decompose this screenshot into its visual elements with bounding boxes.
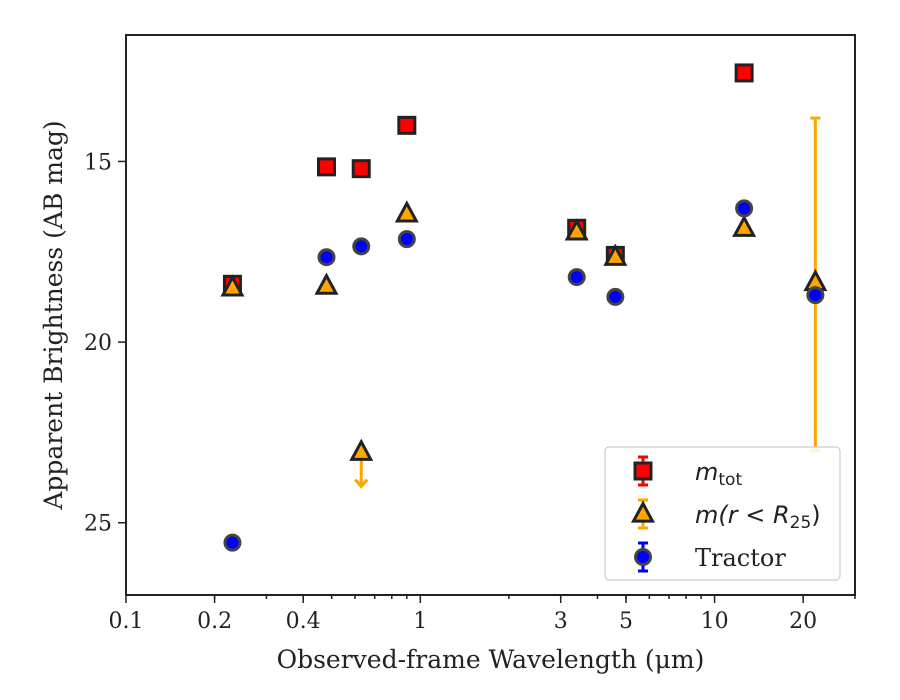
data-point <box>220 274 245 297</box>
data-point <box>567 268 586 287</box>
series-tractor <box>223 199 825 552</box>
x-axis-label: Observed-frame Wavelength (μm) <box>277 645 705 674</box>
x-tick-label: 0.1 <box>109 609 144 634</box>
data-point <box>806 286 825 305</box>
legend-item-tractor: Tractor <box>634 541 786 573</box>
x-tick-label: 0.2 <box>197 609 232 634</box>
data-point <box>223 533 242 552</box>
legend: mtot m(r < R25) Tractor <box>604 446 841 581</box>
legend-marker <box>630 500 656 523</box>
data-point <box>316 157 336 177</box>
data-point <box>397 230 416 249</box>
legend-item-m-tot: mtot <box>633 455 742 490</box>
data-point <box>351 159 371 179</box>
data-point <box>349 438 374 461</box>
x-tick-label: 1 <box>413 609 427 634</box>
legend-label: mtot <box>695 458 742 490</box>
data-point <box>317 248 336 267</box>
data-point <box>397 115 417 135</box>
legend-label: Tractor <box>695 544 786 572</box>
y-tick-label: 25 <box>84 512 112 537</box>
data-point <box>606 287 625 306</box>
data-point <box>734 63 754 83</box>
legend-marker <box>633 461 653 481</box>
legend-item-m-r25: m(r < R25) <box>630 498 821 533</box>
data-point <box>564 218 589 241</box>
data-point <box>732 214 757 237</box>
y-tick-label: 20 <box>84 331 112 356</box>
x-tick-label: 0.4 <box>286 609 321 634</box>
data-point <box>314 272 339 295</box>
y-axis-label: Apparent Brightness (AB mag) <box>39 120 68 510</box>
series-m-tot <box>222 63 754 294</box>
y-axis-ticks: 15 20 25 <box>84 150 126 537</box>
data-marks <box>220 63 828 552</box>
data-point <box>603 243 628 266</box>
data-point <box>352 237 371 256</box>
axes-frame <box>125 34 856 596</box>
data-point <box>394 200 419 223</box>
x-tick-label: 3 <box>554 609 568 634</box>
x-tick-label: 20 <box>789 609 817 634</box>
legend-box <box>604 446 841 581</box>
x-tick-label: 5 <box>619 609 633 634</box>
data-point <box>735 199 754 218</box>
upper-limit-arrowhead <box>354 478 369 489</box>
x-axis-ticks: 0.1 0.2 0.4 1 3 5 10 20 <box>109 595 856 634</box>
series-m-r25 <box>220 116 828 489</box>
y-tick-label: 15 <box>84 150 112 175</box>
legend-label: m(r < R25) <box>695 501 821 533</box>
legend-marker <box>634 548 652 566</box>
x-tick-label: 10 <box>701 609 729 634</box>
